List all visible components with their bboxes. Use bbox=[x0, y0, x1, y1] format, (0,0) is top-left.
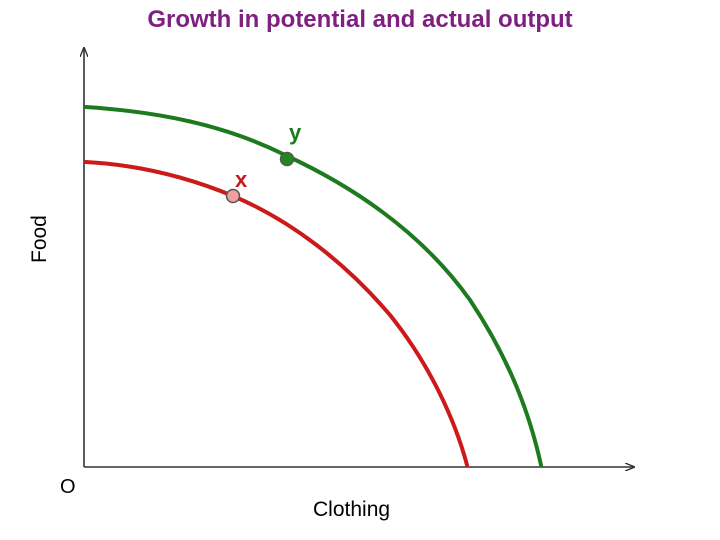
diagram-title: Growth in potential and actual output bbox=[147, 6, 573, 33]
x-axis-label: Clothing bbox=[313, 498, 390, 521]
origin-label: O bbox=[60, 476, 76, 498]
y-axis-label: Food bbox=[28, 215, 51, 263]
inner-production-possibility-curve bbox=[84, 160, 469, 467]
outer-production-possibility-curve bbox=[84, 105, 543, 467]
point-x-marker bbox=[225, 188, 241, 204]
point-x-label: x bbox=[235, 167, 248, 192]
point-y-label: y bbox=[289, 120, 302, 145]
point-y-marker bbox=[279, 151, 295, 167]
